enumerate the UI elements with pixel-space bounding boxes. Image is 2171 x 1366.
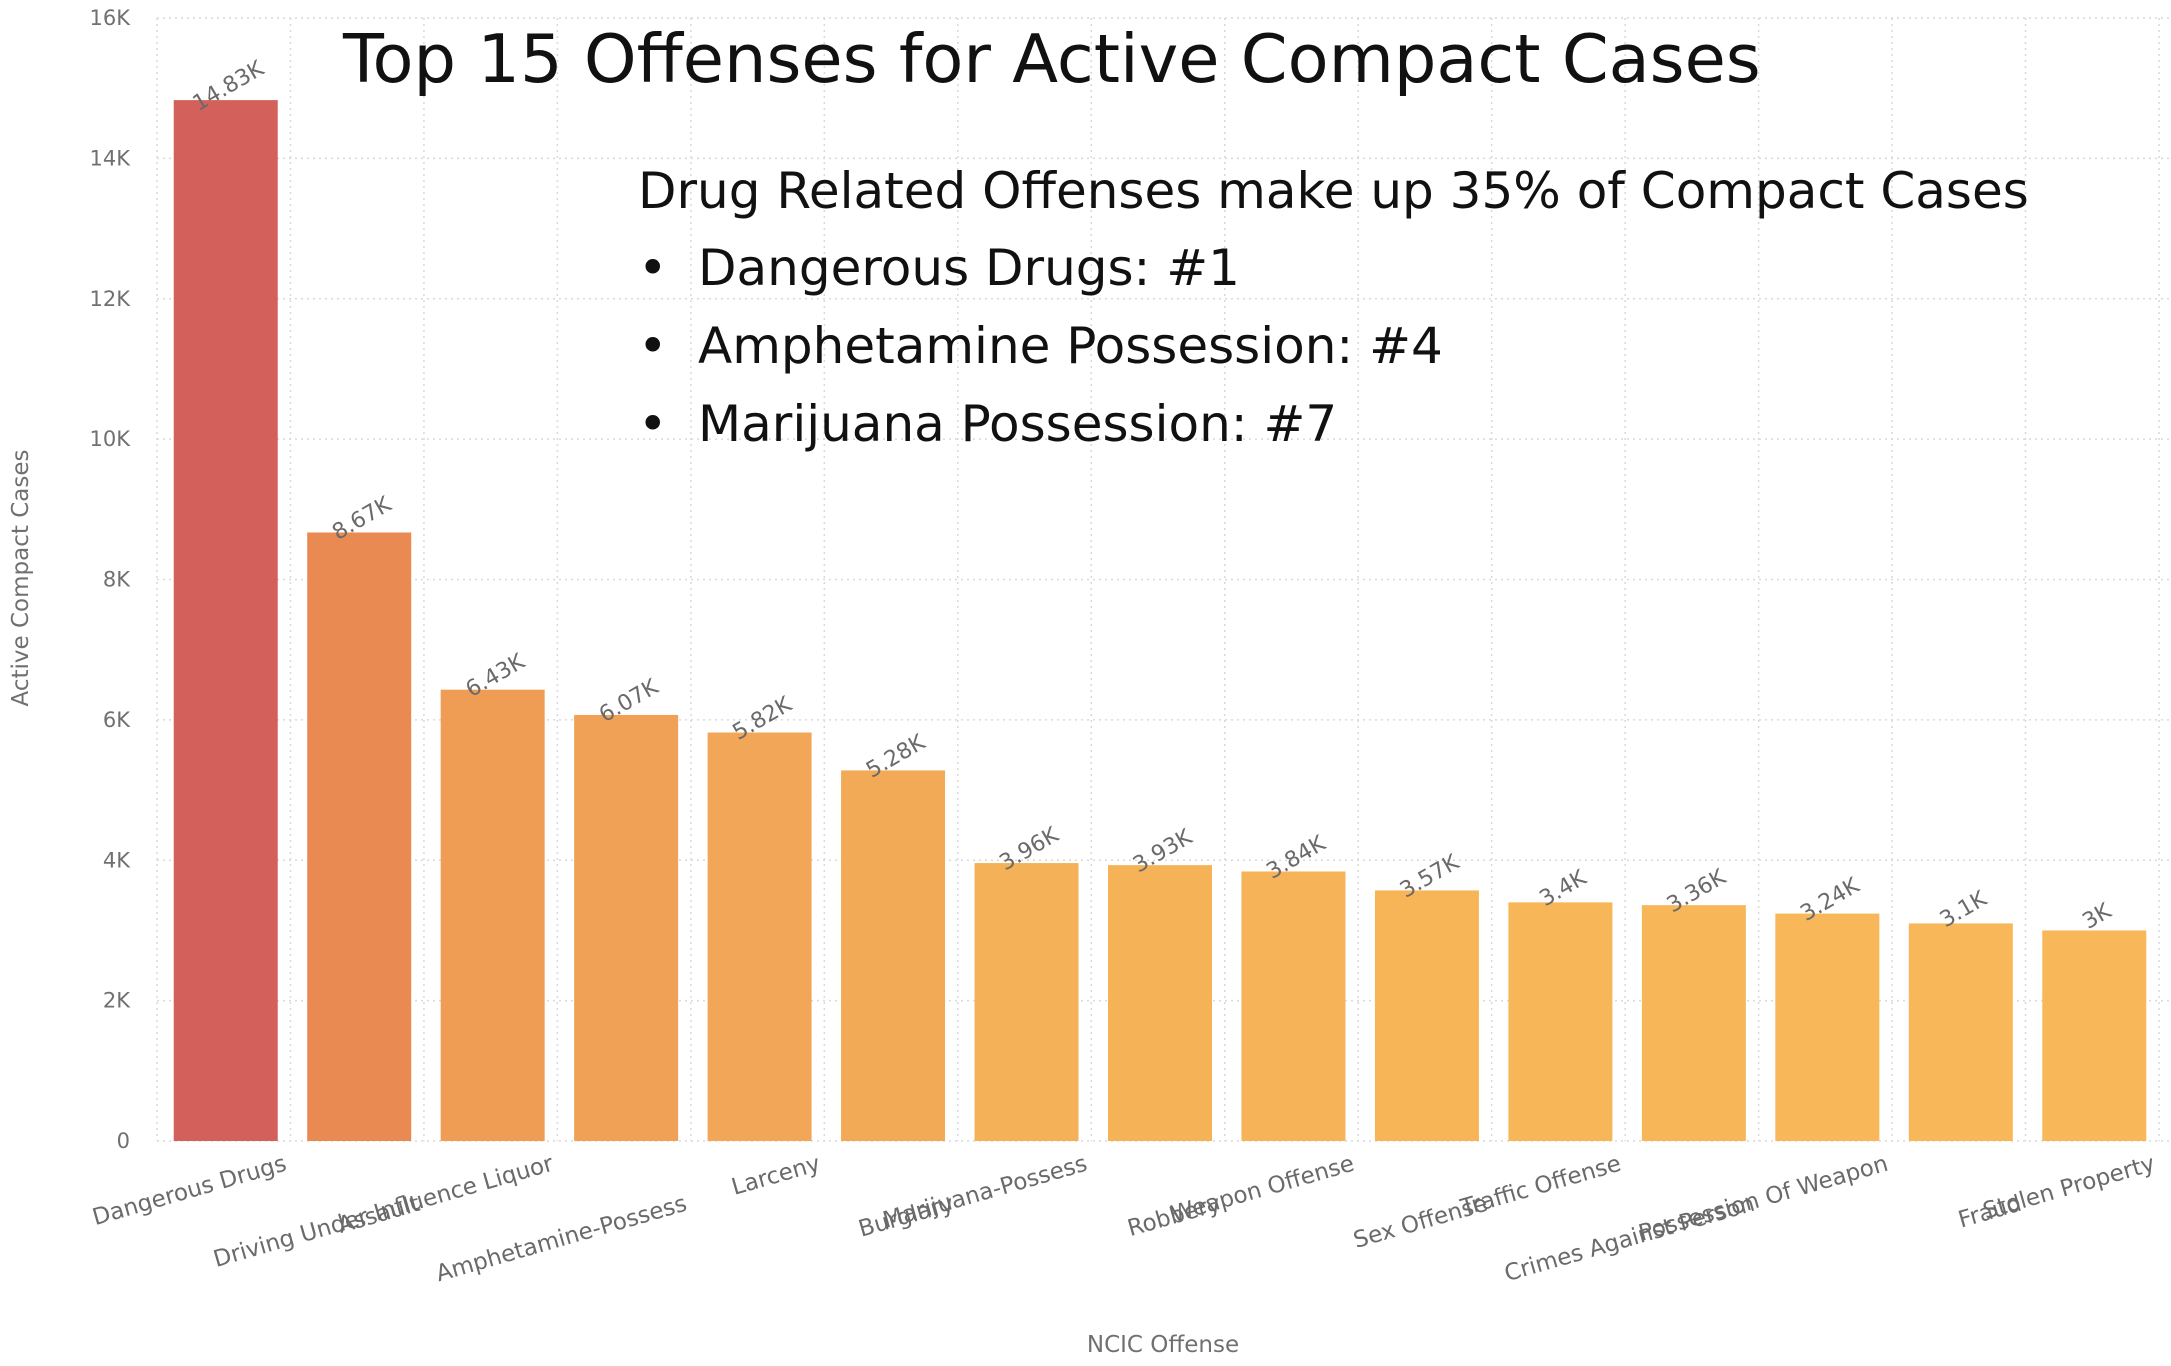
y-tick-label: 8K	[103, 568, 131, 592]
bar	[1908, 923, 2013, 1141]
x-tick-label: Amphetamine-Possess	[433, 1191, 690, 1288]
bar	[1108, 865, 1212, 1141]
annotation-bullet: Marijuana Possession: #7	[698, 395, 1337, 453]
y-axis-ticks: 0 2K 4K 6K 8K 10K 12K 14K 16K	[90, 6, 132, 1153]
data-label: 3K	[2078, 899, 2116, 935]
x-axis-label: NCIC Offense	[1087, 1332, 1239, 1358]
bar	[1775, 913, 1880, 1141]
x-tick-label: Possession Of Weapon	[1636, 1151, 1891, 1247]
bar	[173, 100, 278, 1141]
bar	[307, 532, 412, 1141]
y-tick-label: 10K	[90, 427, 132, 451]
x-tick-label: Traffic Offense	[1457, 1151, 1624, 1222]
annotation-bullets: • Dangerous Drugs: #1 • Amphetamine Possess…	[638, 239, 1443, 453]
annotation-bullet: Dangerous Drugs: #1	[698, 239, 1240, 297]
bar	[974, 863, 1079, 1141]
x-tick-label: Larceny	[729, 1151, 823, 1201]
bar	[2042, 930, 2147, 1141]
y-tick-label: 16K	[90, 6, 132, 30]
x-tick-label: Weapon Offense	[1168, 1151, 1357, 1228]
annotation-box: Drug Related Offenses make up 35% of Com…	[638, 162, 2029, 453]
bar	[574, 714, 679, 1141]
y-tick-label: 12K	[90, 287, 132, 311]
bar	[841, 770, 946, 1141]
bullet-marker: •	[638, 239, 668, 297]
x-tick-label: Marijuana-Possess	[880, 1151, 1090, 1234]
annotation-heading: Drug Related Offenses make up 35% of Com…	[638, 162, 2029, 220]
chart-title: Top 15 Offenses for Active Compact Cases	[342, 20, 1761, 98]
bar	[1641, 905, 1746, 1141]
y-tick-label: 4K	[103, 848, 131, 872]
y-tick-label: 14K	[90, 146, 132, 170]
y-tick-label: 2K	[103, 989, 131, 1013]
x-tick-label: Dangerous Drugs	[90, 1151, 290, 1231]
bars	[173, 100, 2147, 1141]
bar	[1241, 871, 1346, 1141]
x-tick-label: Stolen Property	[1980, 1151, 2158, 1225]
annotation-bullet: Amphetamine Possession: #4	[698, 317, 1443, 375]
bar	[707, 732, 812, 1141]
bar	[440, 689, 545, 1141]
bullet-marker: •	[638, 395, 668, 453]
y-axis-label: Active Compact Cases	[8, 450, 34, 707]
y-tick-label: 0	[117, 1129, 130, 1153]
y-tick-label: 6K	[103, 708, 131, 732]
bar	[1508, 902, 1613, 1141]
bullet-marker: •	[638, 317, 668, 375]
bar	[1374, 890, 1479, 1141]
grid-lines	[156, 17, 2171, 1142]
